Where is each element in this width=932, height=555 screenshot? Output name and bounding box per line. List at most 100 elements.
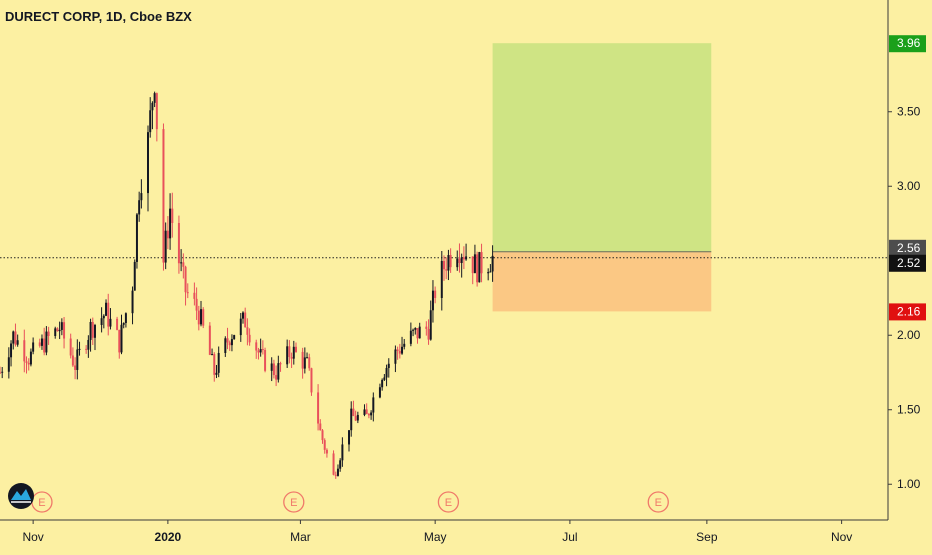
candle-body — [32, 342, 35, 352]
candle-body — [383, 377, 386, 380]
candle-body — [440, 260, 443, 298]
price-badge-stop: 2.16 — [889, 303, 926, 321]
candle-body — [427, 328, 430, 340]
candle-body — [7, 357, 10, 372]
candle-body — [261, 349, 264, 351]
candle-body — [124, 313, 127, 323]
candle-body — [478, 252, 481, 283]
candle-body — [480, 252, 483, 274]
candle-body — [63, 322, 66, 339]
candle-body — [186, 292, 189, 294]
candle-body — [16, 340, 19, 345]
candle-body — [149, 110, 152, 133]
candle-body — [288, 346, 291, 358]
candle-body — [202, 309, 205, 326]
candle-body — [370, 412, 373, 416]
svg-text:3.96: 3.96 — [897, 36, 921, 50]
time-tick-label: Nov — [831, 530, 852, 544]
candle-body — [180, 262, 183, 264]
candle-body — [447, 255, 450, 271]
candle-body — [140, 193, 143, 201]
candle-body — [230, 339, 233, 346]
candle-body — [87, 339, 90, 350]
candle-body — [491, 255, 494, 272]
candle-body — [416, 328, 419, 339]
tradingview-logo-icon[interactable] — [8, 483, 34, 509]
earnings-marker[interactable]: E — [437, 491, 460, 513]
candle-body — [177, 223, 180, 264]
earnings-marker[interactable]: E — [647, 491, 669, 513]
candle-body — [255, 342, 258, 351]
candle-body — [403, 343, 406, 347]
earnings-marker[interactable]: E — [283, 491, 305, 513]
candle-body — [133, 261, 136, 291]
svg-text:2.52: 2.52 — [897, 256, 921, 270]
candle-body — [120, 324, 123, 353]
profit-zone[interactable] — [492, 43, 712, 252]
candle-body — [197, 310, 200, 325]
candle-body — [91, 321, 94, 338]
candle-body — [319, 423, 322, 431]
candle-body — [401, 346, 404, 354]
loss-zone[interactable] — [492, 251, 712, 312]
price-tick-label: 3.00 — [897, 179, 921, 193]
candle-body — [286, 346, 289, 365]
candle-body — [336, 468, 339, 476]
price-axis[interactable]: 1.00 1.50 2.00 3.00 3.50 — [888, 105, 921, 491]
candle-body — [476, 254, 479, 283]
candle-body — [93, 324, 96, 338]
svg-text:E: E — [290, 497, 297, 509]
candle-body — [224, 338, 227, 353]
candle-body — [279, 363, 282, 365]
time-tick-label: Sep — [696, 530, 718, 544]
candle-body — [162, 129, 165, 263]
candle-body — [487, 272, 490, 274]
candle-body — [200, 309, 203, 325]
candle-body — [434, 290, 437, 298]
candle-body — [334, 474, 337, 476]
candle-body — [465, 256, 468, 260]
candle-body — [460, 257, 463, 264]
candle-body — [462, 257, 465, 260]
candle-body — [74, 365, 77, 370]
candle-body — [89, 321, 92, 340]
candle-body — [233, 335, 236, 340]
candle-body — [244, 312, 247, 328]
time-tick-label: Jul — [562, 530, 577, 544]
candle-body — [241, 312, 244, 319]
candle-body — [352, 408, 355, 416]
time-axis[interactable]: Nov 2020 Mar May Jul Sep Nov — [22, 520, 852, 544]
candle-body — [295, 346, 297, 352]
candle-body — [277, 363, 280, 380]
candle-body — [47, 331, 50, 337]
candle-body — [489, 271, 492, 273]
candle-body — [38, 342, 41, 346]
candle-body — [449, 255, 452, 268]
candle-body — [239, 318, 242, 336]
candle-body — [109, 318, 112, 327]
candle-body — [226, 338, 229, 343]
candle-body — [147, 132, 149, 194]
candle-body — [12, 331, 15, 344]
candle-body — [443, 260, 445, 270]
candle-body — [412, 329, 415, 331]
candle-body — [23, 340, 26, 362]
candle-body — [323, 440, 326, 450]
candle-body — [71, 355, 74, 366]
svg-text:E: E — [655, 497, 662, 509]
time-tick-label: Nov — [22, 530, 43, 544]
candle-body — [0, 372, 1, 374]
candle-body — [25, 361, 28, 363]
candle-body — [102, 315, 105, 319]
candle-body — [122, 322, 125, 325]
candle-body — [332, 453, 335, 475]
candle-body — [429, 310, 432, 340]
candle-body — [195, 298, 198, 311]
candle-body — [431, 290, 434, 311]
svg-text:2.56: 2.56 — [897, 241, 921, 255]
candle-body — [308, 357, 311, 369]
price-tick-label: 2.00 — [897, 328, 921, 342]
